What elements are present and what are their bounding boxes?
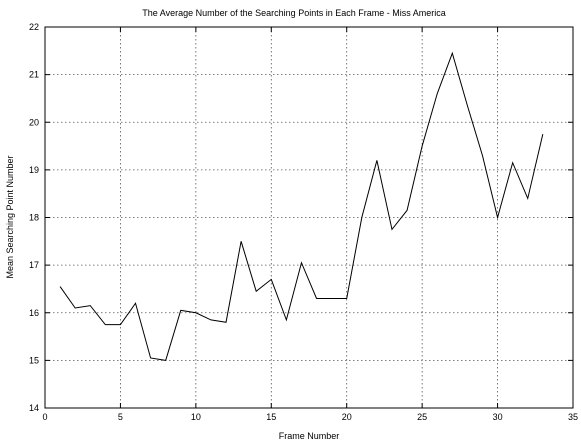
x-tick-label: 30 [493, 412, 503, 422]
x-tick-labels: 0 5 10 15 20 25 30 35 [42, 412, 578, 422]
y-tick-label: 21 [29, 70, 39, 80]
x-tick-label: 10 [191, 412, 201, 422]
axis-ticks [44, 26, 574, 409]
x-tick-label: 5 [118, 412, 123, 422]
x-tick-label: 15 [266, 412, 276, 422]
y-tick-label: 16 [29, 308, 39, 318]
x-tick-label: 35 [568, 412, 578, 422]
y-axis-label: Mean Searching Point Number [5, 155, 15, 278]
y-tick-label: 19 [29, 165, 39, 175]
grid [45, 27, 573, 408]
y-tick-labels: 14 15 16 17 18 19 20 21 22 [29, 22, 39, 413]
y-tick-label: 17 [29, 260, 39, 270]
y-tick-label: 14 [29, 403, 39, 413]
x-axis-label: Frame Number [279, 431, 340, 441]
y-tick-label: 20 [29, 117, 39, 127]
x-tick-label: 20 [342, 412, 352, 422]
series-line [59, 51, 544, 361]
y-tick-label: 22 [29, 22, 39, 32]
x-tick-label: 25 [417, 412, 427, 422]
chart-title: The Average Number of the Searching Poin… [142, 8, 445, 18]
y-tick-label: 15 [29, 355, 39, 365]
x-tick-label: 0 [42, 412, 47, 422]
y-tick-label: 18 [29, 213, 39, 223]
